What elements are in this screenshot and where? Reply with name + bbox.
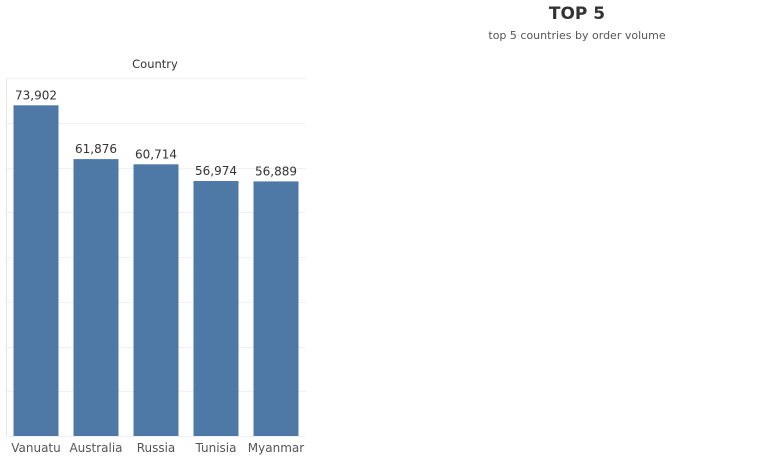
value-label-russia: 60,714 [135, 147, 177, 161]
bar-australia[interactable] [73, 159, 119, 436]
bar-russia[interactable] [133, 164, 179, 437]
category-label-vanuatu: Vanuatu [11, 441, 61, 455]
value-labels: 73,902 61,876 60,714 56,974 56,889 [15, 88, 297, 178]
category-label-myanmar: Myanmar [248, 441, 304, 455]
bar-tunisia[interactable] [193, 181, 239, 436]
category-label-tunisia: Tunisia [195, 441, 237, 455]
category-labels: Vanuatu Australia Russia Tunisia Myanmar [11, 441, 304, 455]
chart-title: TOP 5 [548, 4, 606, 24]
value-label-myanmar: 56,889 [255, 164, 297, 178]
bars [13, 105, 299, 437]
value-label-australia: 61,876 [75, 142, 117, 156]
value-label-tunisia: 56,974 [195, 164, 237, 178]
value-label-vanuatu: 73,902 [15, 88, 57, 102]
bar-myanmar[interactable] [253, 181, 299, 436]
category-label-russia: Russia [137, 441, 176, 455]
column-header-country: Country [132, 57, 178, 71]
bar-vanuatu[interactable] [13, 105, 59, 437]
category-label-australia: Australia [69, 441, 122, 455]
chart-subtitle: top 5 countries by order volume [488, 29, 666, 42]
